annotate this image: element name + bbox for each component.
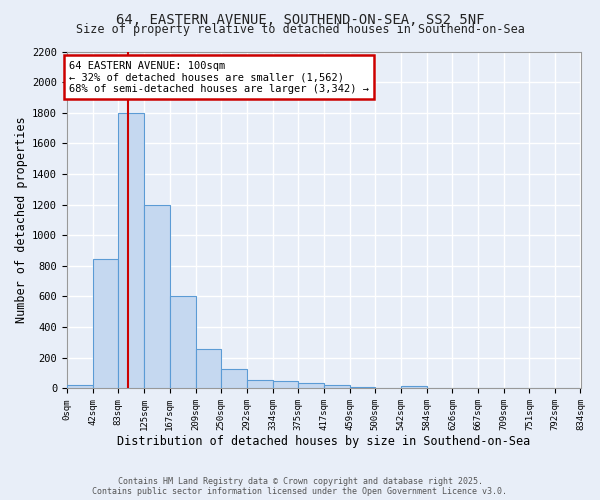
Text: Contains HM Land Registry data © Crown copyright and database right 2025.
Contai: Contains HM Land Registry data © Crown c… <box>92 476 508 496</box>
Bar <box>221 369 247 388</box>
Bar <box>401 386 427 388</box>
Bar <box>272 380 298 388</box>
Y-axis label: Number of detached properties: Number of detached properties <box>15 116 28 323</box>
Text: 64 EASTERN AVENUE: 100sqm
← 32% of detached houses are smaller (1,562)
68% of se: 64 EASTERN AVENUE: 100sqm ← 32% of detac… <box>69 60 369 94</box>
Bar <box>118 112 144 388</box>
Bar <box>350 386 375 388</box>
Bar <box>67 384 93 388</box>
Text: 64, EASTERN AVENUE, SOUTHEND-ON-SEA, SS2 5NF: 64, EASTERN AVENUE, SOUTHEND-ON-SEA, SS2… <box>116 12 484 26</box>
Bar <box>93 259 118 388</box>
Text: Size of property relative to detached houses in Southend-on-Sea: Size of property relative to detached ho… <box>76 22 524 36</box>
Bar <box>323 385 350 388</box>
Bar <box>298 383 323 388</box>
X-axis label: Distribution of detached houses by size in Southend-on-Sea: Distribution of detached houses by size … <box>117 434 530 448</box>
Bar <box>170 296 196 388</box>
Bar <box>144 204 170 388</box>
Bar <box>196 350 221 389</box>
Bar <box>247 380 272 388</box>
